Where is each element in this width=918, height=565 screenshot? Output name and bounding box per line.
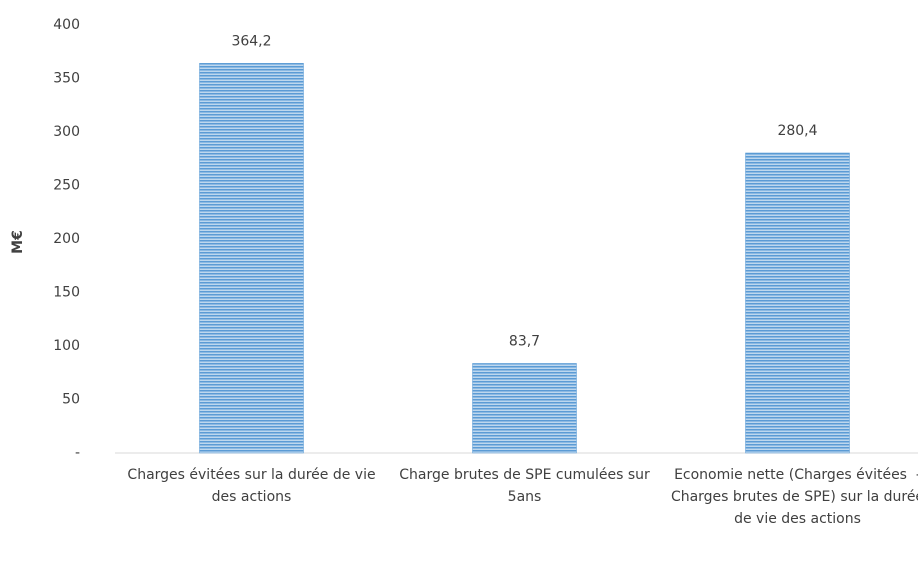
x-tick-label: Charges évitées sur la durée de vie des … [127,467,381,505]
y-tick-label: 300 [53,124,80,140]
bar [745,152,850,454]
bar [472,363,577,454]
data-label: 280,4 [777,123,817,139]
y-axis-label: M€ [10,230,26,254]
bar [199,63,304,454]
data-label: 83,7 [509,333,540,349]
y-tick-label: 350 [53,71,80,87]
y-tick-label: - [75,445,80,461]
y-tick-label: 100 [53,338,80,354]
y-tick-label: 200 [53,231,80,247]
x-tick-label: Charge brutes de SPE cumulées sur 5ans [399,467,655,505]
y-tick-label: 250 [53,178,80,194]
y-tick-label: 50 [62,392,80,408]
x-tick-label: Economie nette (Charges évitées - Charge… [670,467,918,527]
data-label: 364,2 [231,33,271,49]
y-tick-label: 150 [53,285,80,301]
y-tick-label: 400 [53,17,80,33]
